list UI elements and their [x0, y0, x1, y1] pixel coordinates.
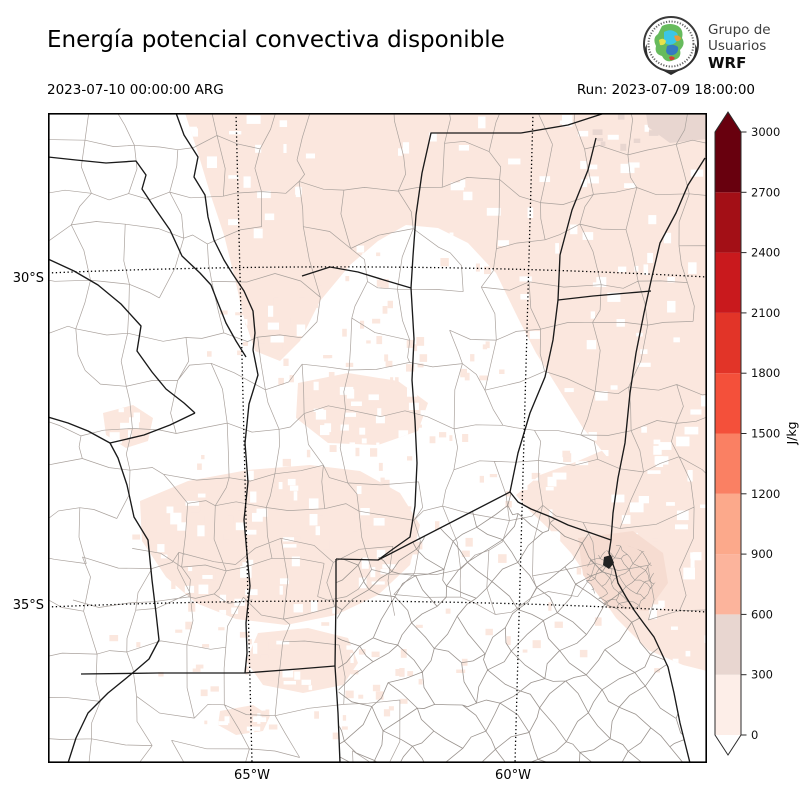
colorbar-segment — [715, 132, 741, 193]
logo-text-wrf: WRF — [708, 54, 747, 72]
colorbar-segment — [715, 554, 741, 615]
valid-time-label: 2023-07-10 00:00:00 ARG — [47, 82, 224, 98]
colorbar-tick-label: 1500 — [751, 427, 780, 441]
colorbar-unit-label: J/kg — [784, 421, 799, 445]
cape-shading-low — [103, 113, 707, 740]
colorbar-tick-label: 0 — [751, 728, 758, 742]
colorbar-tick-label: 2700 — [751, 185, 780, 199]
logo-text-line1: Grupo de — [708, 22, 771, 38]
colorbar-segment — [715, 192, 741, 253]
colorbar-tick-label: 300 — [751, 668, 773, 682]
colorbar-segment — [715, 312, 741, 374]
colorbar-segment — [715, 373, 741, 434]
lat-tick-30s: 30°S — [12, 271, 44, 286]
colorbar-tick-label: 900 — [751, 547, 773, 561]
colorbar-tick-label: 600 — [751, 607, 773, 621]
colorbar-tick-label: 1800 — [751, 366, 780, 380]
model-run-label: Run: 2023-07-09 18:00:00 — [576, 82, 755, 98]
province-borders — [48, 113, 706, 763]
colorbar-segment — [715, 614, 741, 675]
colorbar-svg: 0 300 600 900 1200 1500 1800 2100 2400 2700 3000 — [714, 111, 780, 756]
logo-text-line2: Usuarios — [708, 38, 767, 54]
page-title: Energía potencial convectiva disponible — [47, 27, 505, 53]
colorbar-segment — [715, 433, 741, 494]
lat-tick-35s: 35°S — [12, 598, 44, 613]
colorbar-tick-label: 3000 — [751, 125, 780, 139]
graticule — [48, 113, 707, 763]
colorbar-tick-label: 1200 — [751, 487, 780, 501]
cape-shading-mid — [578, 113, 707, 611]
globe-emblem-icon — [643, 16, 699, 75]
choropleth-map — [48, 113, 708, 764]
colorbar: 0 300 600 900 1200 1500 1800 2100 2400 2700 3000 — [710, 108, 800, 768]
colorbar-segment — [715, 674, 741, 735]
colorbar-segment — [715, 493, 741, 555]
colorbar-tick-label: 2400 — [751, 246, 780, 260]
colorbar-under-arrow — [715, 735, 741, 755]
map-border — [48, 113, 708, 764]
colorbar-segment — [715, 252, 741, 313]
colorbar-over-arrow — [715, 112, 741, 132]
lon-tick-60w: 60°W — [495, 768, 531, 783]
map-canvas — [48, 113, 708, 764]
wrf-users-group-logo: Grupo de Usuarios WRF — [640, 14, 800, 80]
colorbar-tick-label: 2100 — [751, 306, 780, 320]
city-marker — [603, 555, 614, 569]
lon-tick-65w: 65°W — [234, 768, 270, 783]
